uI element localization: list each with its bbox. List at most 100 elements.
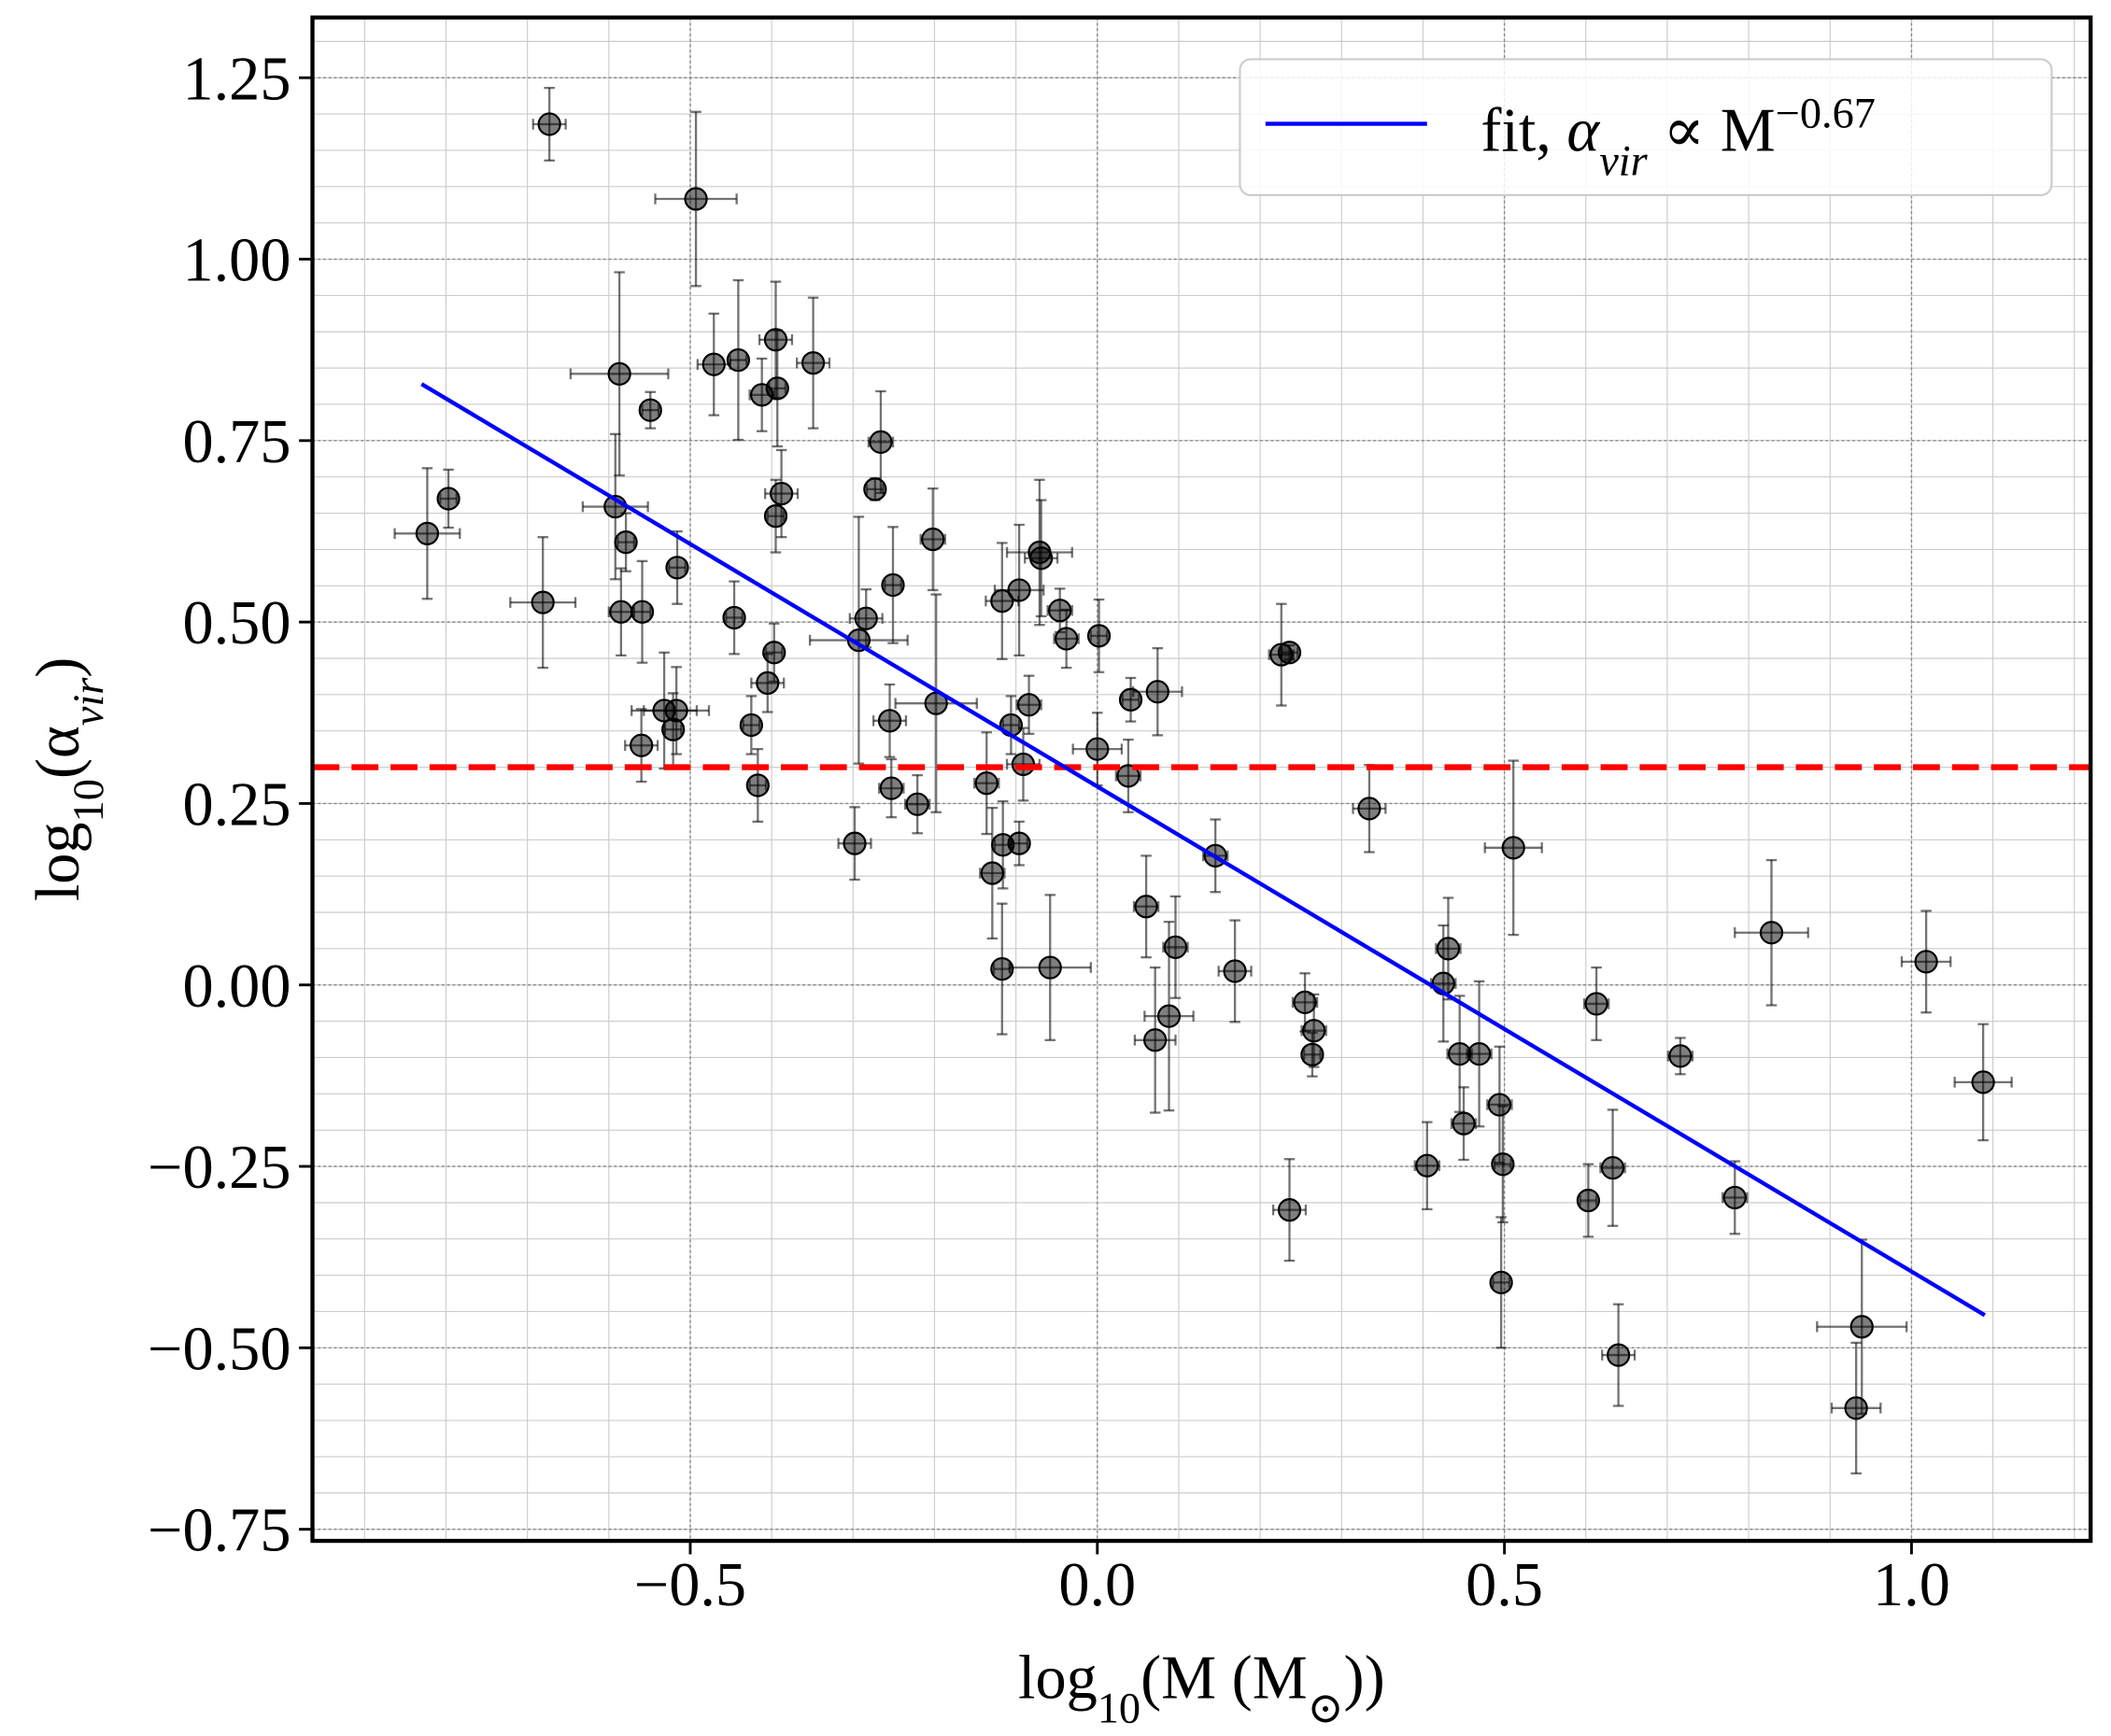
label-part: vir xyxy=(64,677,112,726)
label-part: log xyxy=(24,822,92,901)
plot-frame xyxy=(310,15,2093,1544)
point xyxy=(1118,687,1143,712)
point xyxy=(614,530,638,555)
point xyxy=(1452,1111,1476,1136)
point xyxy=(1007,831,1031,855)
point xyxy=(1722,1185,1747,1210)
point xyxy=(990,957,1014,981)
point xyxy=(638,398,662,422)
point xyxy=(1156,1004,1182,1028)
point xyxy=(974,771,999,796)
point xyxy=(1016,693,1041,717)
point xyxy=(1145,680,1169,704)
point xyxy=(800,351,826,375)
point xyxy=(1759,921,1784,945)
y-tick-label: 0.75 xyxy=(182,408,290,476)
label-part: α xyxy=(1566,96,1600,164)
point xyxy=(921,527,945,552)
point xyxy=(1844,1396,1868,1420)
fit-line xyxy=(420,382,1986,1318)
y-tick-label: −0.75 xyxy=(148,1497,290,1565)
point xyxy=(1600,1155,1625,1180)
label-part: 10 xyxy=(64,779,112,822)
point xyxy=(1086,624,1112,648)
point xyxy=(745,773,770,797)
point xyxy=(1143,1028,1168,1052)
point xyxy=(756,670,780,696)
label-part: ) xyxy=(24,657,92,678)
point xyxy=(1302,1019,1326,1043)
point xyxy=(1293,990,1317,1014)
legend-label: fit, αvir ∝ M−0.67 xyxy=(1481,90,1876,185)
point xyxy=(1491,1152,1515,1177)
point xyxy=(664,699,688,723)
point xyxy=(661,717,686,741)
point xyxy=(1116,764,1141,788)
point xyxy=(436,487,460,511)
point xyxy=(1223,959,1247,983)
y-tick-label: 0.50 xyxy=(182,589,290,657)
x-axis-label: log10(M (M⊙)) xyxy=(1018,1644,1385,1733)
point xyxy=(701,352,726,376)
point xyxy=(1971,1070,1995,1094)
point xyxy=(1489,1270,1513,1294)
label-part: log xyxy=(1018,1644,1098,1713)
point xyxy=(1436,937,1461,961)
point xyxy=(1277,641,1302,665)
point xyxy=(854,606,878,630)
point xyxy=(863,477,887,501)
point xyxy=(684,187,708,211)
y-tick-label: 1.00 xyxy=(182,227,290,295)
x-tick-label: 0.5 xyxy=(1466,1551,1543,1619)
point xyxy=(1300,1042,1325,1066)
point xyxy=(1501,836,1525,860)
label-part: fit, xyxy=(1481,96,1566,164)
point xyxy=(1607,1343,1631,1367)
marks xyxy=(312,86,2091,1475)
point xyxy=(769,481,794,506)
point xyxy=(630,600,655,624)
legend: fit, αvir ∝ M−0.67 xyxy=(1239,58,2053,197)
point xyxy=(609,600,633,624)
legend-box xyxy=(1239,58,2053,197)
y-tick-label: 0.25 xyxy=(182,770,290,839)
point xyxy=(1415,1153,1439,1178)
label-part: (α xyxy=(24,726,92,779)
point xyxy=(1134,895,1158,919)
point xyxy=(722,605,746,630)
y-axis-label: log10(αvir) xyxy=(24,657,113,902)
point xyxy=(869,430,893,454)
point xyxy=(765,376,789,401)
x-tick-label: 0.0 xyxy=(1058,1551,1136,1619)
point xyxy=(1849,1315,1874,1339)
x-tick-label: −0.5 xyxy=(634,1551,746,1619)
label-part: −0.67 xyxy=(1776,90,1876,137)
point xyxy=(726,347,751,373)
point xyxy=(1487,1093,1511,1117)
point xyxy=(877,709,902,733)
point xyxy=(1277,1198,1302,1222)
x-tick-label: 1.0 xyxy=(1873,1551,1950,1619)
point xyxy=(881,572,905,598)
label-part: 10 xyxy=(1098,1685,1141,1732)
label-part: ⊙ xyxy=(1308,1685,1344,1732)
point xyxy=(762,641,786,665)
y-tick-label: 0.00 xyxy=(182,953,290,1021)
point xyxy=(1038,955,1062,980)
point xyxy=(1466,1041,1492,1066)
point xyxy=(739,713,763,738)
point xyxy=(763,328,788,352)
point xyxy=(980,861,1004,885)
point xyxy=(879,776,903,800)
point xyxy=(1007,578,1031,602)
point xyxy=(1085,737,1110,761)
point xyxy=(531,590,555,614)
y-tick-label: −0.25 xyxy=(148,1134,290,1202)
point xyxy=(1055,627,1079,651)
label-part: )) xyxy=(1344,1644,1385,1713)
point xyxy=(537,112,561,136)
label-part: ∝ M xyxy=(1648,96,1776,164)
point xyxy=(1163,935,1188,959)
point xyxy=(763,504,788,529)
